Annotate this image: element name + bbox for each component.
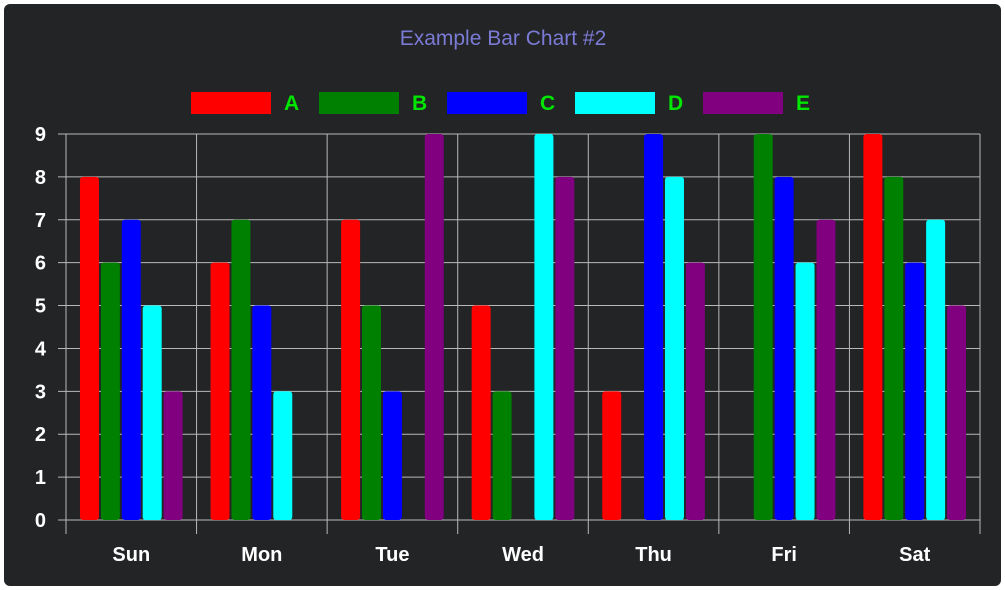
legend-label: C xyxy=(540,92,555,115)
bar-d-wed xyxy=(534,134,554,520)
bar-b-sat xyxy=(884,176,904,520)
bar-a-sun xyxy=(79,176,99,520)
bar-b-wed xyxy=(492,391,512,520)
legend-item-e[interactable]: E xyxy=(703,92,810,115)
bar-e-tue xyxy=(424,134,444,520)
y-tick-label: 8 xyxy=(35,167,46,189)
bar-c-sun xyxy=(121,219,141,520)
x-axis-ticks: Sun Mon Tue Wed Thu Fri Sat xyxy=(112,544,930,566)
legend-item-a[interactable]: A xyxy=(191,92,299,115)
bar-b-tue xyxy=(362,305,382,520)
bar-a-thu xyxy=(602,391,622,520)
bar-e-thu xyxy=(685,262,705,520)
chart-title: Example Bar Chart #2 xyxy=(400,27,607,50)
bar-b-fri xyxy=(753,134,773,520)
x-tick-label: Mon xyxy=(241,544,282,566)
legend-swatch xyxy=(575,92,655,114)
x-tick-label: Fri xyxy=(771,544,797,566)
y-axis-ticks: 0 1 2 3 4 5 6 7 8 9 xyxy=(35,124,47,532)
legend-swatch xyxy=(191,92,271,114)
y-tick-label: 1 xyxy=(35,467,46,489)
bar-e-sat xyxy=(947,305,967,520)
bar-c-sat xyxy=(905,262,925,520)
y-tick-label: 0 xyxy=(35,510,46,532)
y-tick-label: 7 xyxy=(35,210,46,232)
y-tick-label: 5 xyxy=(35,296,46,318)
x-tick-label: Sun xyxy=(112,544,150,566)
legend: A B C D E xyxy=(191,92,810,115)
y-tick-label: 4 xyxy=(35,338,47,360)
bar-e-fri xyxy=(816,219,836,520)
legend-swatch xyxy=(447,92,527,114)
legend-label: B xyxy=(412,92,427,115)
legend-label: E xyxy=(796,92,810,115)
bars xyxy=(79,134,967,520)
grid xyxy=(58,133,981,534)
legend-label: A xyxy=(284,92,299,115)
bar-a-tue xyxy=(341,219,361,520)
y-tick-label: 9 xyxy=(35,124,46,146)
bar-d-sun xyxy=(142,305,162,520)
y-tick-label: 3 xyxy=(35,381,46,403)
legend-swatch xyxy=(703,92,783,114)
x-tick-label: Tue xyxy=(375,544,409,566)
legend-label: D xyxy=(668,92,683,115)
bar-b-mon xyxy=(231,219,251,520)
y-tick-label: 2 xyxy=(35,424,46,446)
bar-c-fri xyxy=(774,176,794,520)
bar-c-mon xyxy=(252,305,272,520)
bar-a-mon xyxy=(210,262,230,520)
x-tick-label: Thu xyxy=(635,544,672,566)
x-tick-label: Wed xyxy=(502,544,544,566)
bar-c-thu xyxy=(644,134,664,520)
bar-d-fri xyxy=(795,262,815,520)
bar-b-sun xyxy=(100,262,120,520)
bar-e-sun xyxy=(163,391,183,520)
bar-d-thu xyxy=(664,176,684,520)
y-tick-label: 6 xyxy=(35,253,46,275)
legend-item-d[interactable]: D xyxy=(575,92,683,115)
x-tick-label: Sat xyxy=(899,544,930,566)
bar-e-wed xyxy=(555,176,575,520)
bar-a-wed xyxy=(471,305,491,520)
bar-d-sat xyxy=(926,219,946,520)
legend-swatch xyxy=(319,92,399,114)
bar-a-sat xyxy=(863,134,883,520)
bar-d-mon xyxy=(273,391,293,520)
legend-item-c[interactable]: C xyxy=(447,92,555,115)
legend-item-b[interactable]: B xyxy=(319,92,427,115)
bar-c-tue xyxy=(382,391,402,520)
